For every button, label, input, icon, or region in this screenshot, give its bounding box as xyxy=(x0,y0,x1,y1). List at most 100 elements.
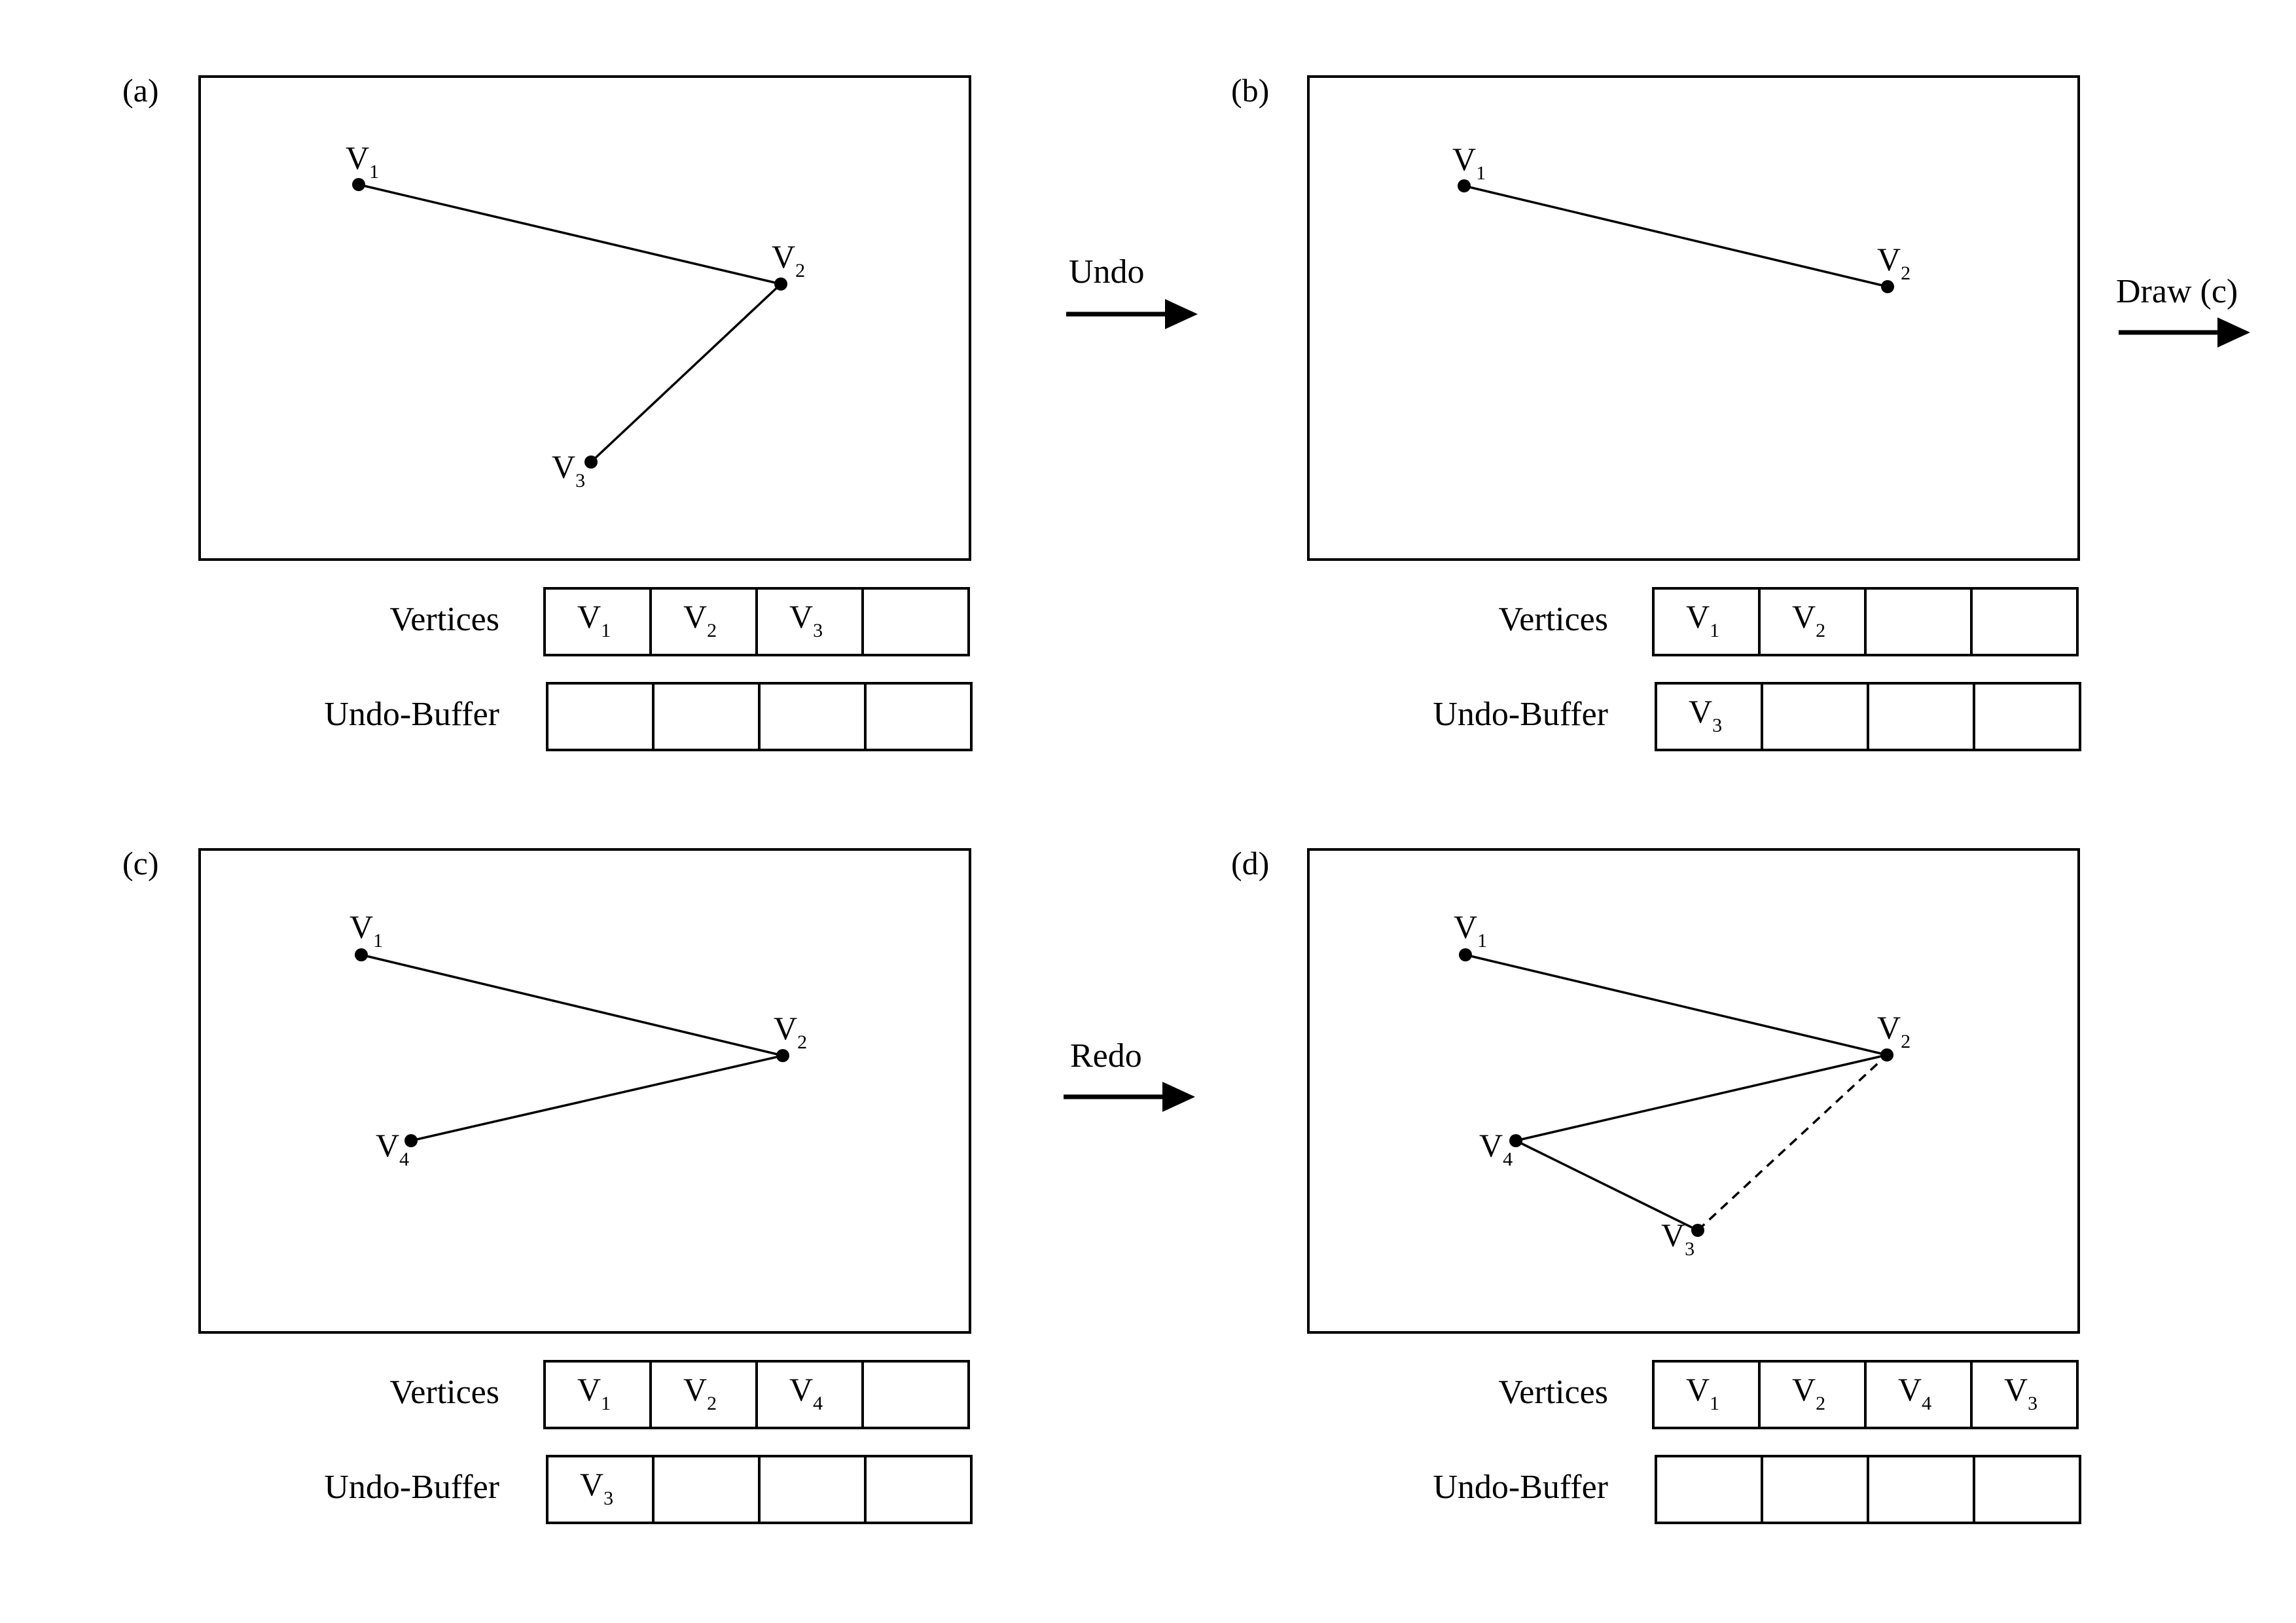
cell-vertex-letter: V xyxy=(1686,1371,1710,1408)
vertex-v1-point xyxy=(1459,948,1472,961)
vertex-v1-label: V1 xyxy=(350,908,383,952)
undo-buffer-cell xyxy=(758,1455,867,1524)
undo-buffer-row-label: Undo-Buffer xyxy=(324,696,499,733)
vertex-v2-label: V2 xyxy=(774,1010,807,1053)
vertex-v4-label: V4 xyxy=(1479,1127,1513,1170)
undo-buffer-cell xyxy=(652,682,761,751)
cell-vertex-index: 1 xyxy=(1710,620,1719,641)
vertex-v2-label-letter: V xyxy=(774,1010,797,1046)
vertex-v3-label-index: 3 xyxy=(575,470,585,491)
vertex-v1-label-index: 1 xyxy=(1477,930,1487,952)
vertex-v1-point xyxy=(1458,179,1471,192)
cell-vertex-index: 3 xyxy=(603,1488,613,1509)
cell-vertex-index: 2 xyxy=(707,1393,717,1414)
vertices-cell xyxy=(755,587,864,656)
vertex-v1-label: V1 xyxy=(1452,141,1486,184)
vertex-v2-point xyxy=(1881,280,1894,293)
arrow-undo: Undo xyxy=(1066,253,1198,329)
vertices-cell-value: V2 xyxy=(683,1371,717,1414)
undo-buffer-row-label: Undo-Buffer xyxy=(1433,696,1608,733)
undo-buffer-cell xyxy=(1655,682,1763,751)
cell-vertex-index: 2 xyxy=(707,620,717,641)
panel-label-b: (b) xyxy=(1231,72,1269,109)
vertices-cell xyxy=(1970,1360,2079,1429)
vertices-row-label: Vertices xyxy=(1499,601,1608,638)
cell-vertex-index: 2 xyxy=(1816,1393,1825,1414)
edge-v1-v2 xyxy=(1465,954,1888,1056)
cell-vertex-index: 4 xyxy=(1922,1393,1931,1414)
vertices-cell-value: V4 xyxy=(1898,1371,1931,1414)
vertices-row-label: Vertices xyxy=(1499,1374,1608,1411)
vertex-v2-label-index: 2 xyxy=(1901,1031,1910,1052)
drawing-frame-a xyxy=(198,75,971,561)
vertices-cell xyxy=(543,1360,652,1429)
vertex-v2-label-index: 2 xyxy=(797,1031,807,1053)
vertices-cell-value: V1 xyxy=(1686,598,1719,641)
panel-label-c: (c) xyxy=(122,845,159,882)
undo-buffer-cell xyxy=(758,682,867,751)
arrow-draw-c-head-icon xyxy=(2217,317,2250,348)
vertices-cell-value: V4 xyxy=(789,1371,823,1414)
drawing-frame-d xyxy=(1307,848,2080,1334)
cell-vertex-index: 4 xyxy=(813,1393,823,1414)
undo-buffer-row-label: Undo-Buffer xyxy=(1433,1469,1608,1506)
vertices-cell-value: V3 xyxy=(2004,1371,2037,1414)
edge-v1-v2 xyxy=(1463,185,1888,288)
undo-buffer-cell xyxy=(1867,1455,1975,1524)
vertices-row-label: Vertices xyxy=(390,1374,499,1411)
vertex-v2-label-letter: V xyxy=(772,238,795,275)
undo-buffer-cell xyxy=(546,1455,655,1524)
vertices-row-label: Vertices xyxy=(390,601,499,638)
vertices-cell-value: V1 xyxy=(1686,1371,1719,1414)
undo-buffer-row-label: Undo-Buffer xyxy=(324,1469,499,1506)
vertex-v4-label-letter: V xyxy=(376,1127,399,1164)
arrow-redo-head-icon xyxy=(1162,1082,1195,1112)
arrow-undo-head-icon xyxy=(1165,299,1198,329)
vertices-cell-value: V2 xyxy=(683,598,717,641)
vertex-v4-label-index: 4 xyxy=(399,1149,409,1170)
panel-label-a: (a) xyxy=(122,72,159,109)
undo-buffer-cell xyxy=(864,682,973,751)
vertices-cell-value: V1 xyxy=(577,598,611,641)
undo-buffer-cell xyxy=(546,682,655,751)
vertex-v4-point xyxy=(1509,1134,1522,1147)
vertex-v3-label: V3 xyxy=(552,448,585,491)
cell-vertex-letter: V xyxy=(577,598,601,635)
vertices-cell xyxy=(1652,587,1761,656)
vertex-v2-label-index: 2 xyxy=(795,260,805,281)
cell-vertex-index: 3 xyxy=(2028,1393,2037,1414)
cell-vertex-index: 2 xyxy=(1816,620,1825,641)
vertex-v2-label: V2 xyxy=(1877,241,1910,284)
vertices-cell-value: V1 xyxy=(577,1371,611,1414)
edge-v4-v3 xyxy=(1515,1139,1698,1232)
edge-v2-v4 xyxy=(1515,1054,1888,1142)
vertex-v2-label: V2 xyxy=(1877,1009,1910,1052)
vertex-v4-point xyxy=(404,1134,418,1147)
cell-vertex-letter: V xyxy=(1898,1371,1922,1408)
arrow-redo: Redo xyxy=(1064,1037,1195,1112)
vertex-v1-label: V1 xyxy=(346,139,379,183)
transition-arrows: Undo Draw (c) Redo xyxy=(1064,253,2250,1112)
edge-v3-v2-dashed xyxy=(1696,1054,1888,1232)
vertices-cell xyxy=(649,587,758,656)
vertex-v1-label-letter: V xyxy=(1454,908,1477,945)
cell-vertex-letter: V xyxy=(2004,1371,2028,1408)
vertex-v1-label: V1 xyxy=(1454,908,1487,952)
vertex-v3-label-letter: V xyxy=(552,448,575,485)
undo-buffer-cell xyxy=(1867,682,1975,751)
arrow-draw-c: Draw (c) xyxy=(2116,273,2250,348)
cell-vertex-letter: V xyxy=(580,1466,603,1503)
vertices-cell xyxy=(861,1360,970,1429)
cell-vertex-letter: V xyxy=(577,1371,601,1408)
vertex-v2-label-letter: V xyxy=(1877,1009,1901,1046)
vertices-cell xyxy=(1864,587,1973,656)
vertex-v1-point xyxy=(355,948,368,961)
cell-vertex-letter: V xyxy=(1792,1371,1816,1408)
vertices-cell xyxy=(861,587,970,656)
vertex-v1-point xyxy=(352,178,365,191)
vertex-v4-label-letter: V xyxy=(1479,1127,1503,1164)
vertex-v1-label-letter: V xyxy=(1452,141,1476,177)
